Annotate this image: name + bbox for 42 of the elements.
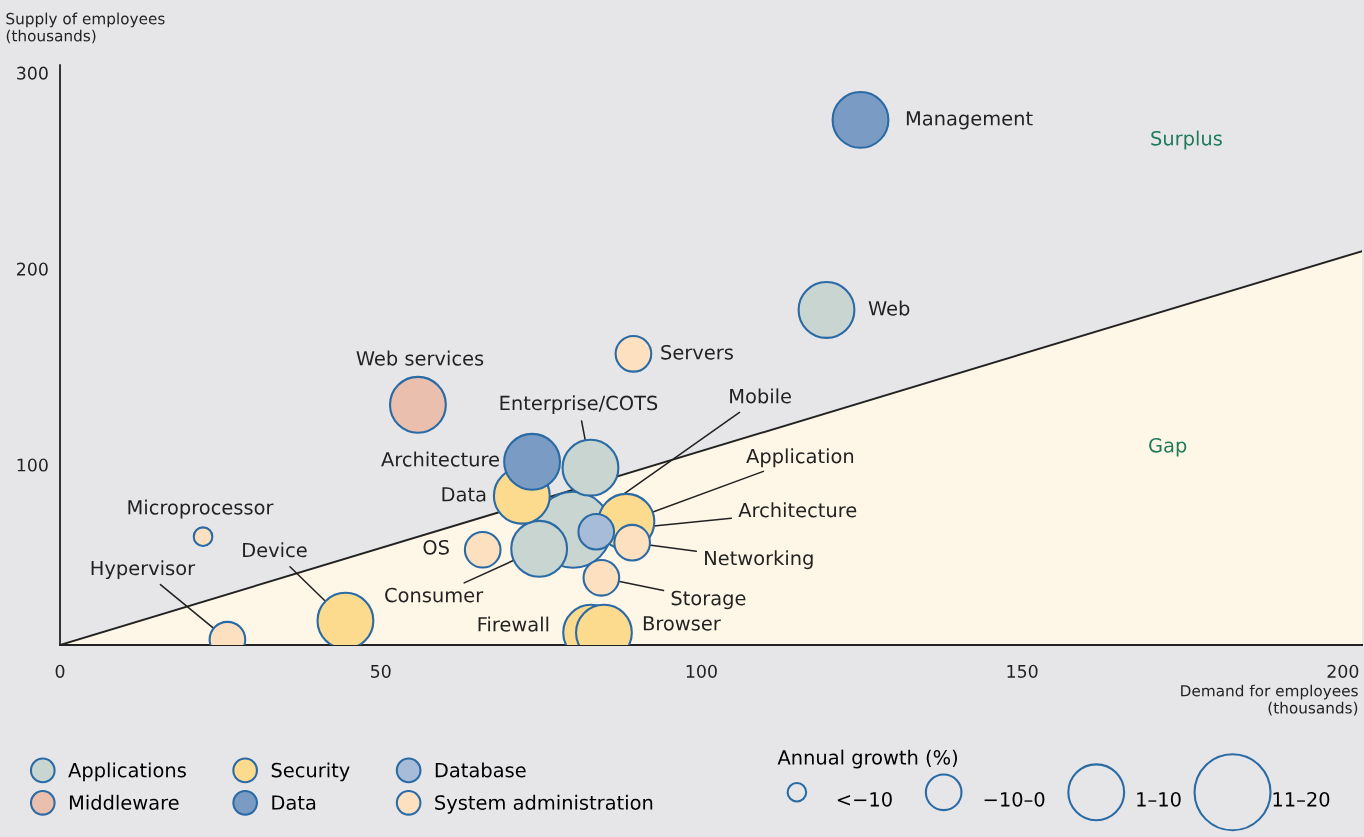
y-tick-label: 200 [17,262,48,276]
y-axis-title: Supply of employees (thousands) [6,12,165,44]
annotation: Application [746,448,854,468]
x-tick-label: 200 [1327,664,1359,678]
annotation: Gap [1149,437,1187,457]
annotation: Enterprise/COTS [500,395,658,415]
y-tick-label: 100 [17,458,48,472]
legend-label: Data [272,795,316,810]
annotation: Browser [643,616,721,631]
annotation: Hypervisor [91,560,196,580]
annotation: Management [906,111,1033,130]
annotation: Firewall [478,616,549,632]
annotation: Data [442,487,486,502]
annotation: Surplus [1151,130,1222,150]
legend-label: 1–10 [1137,791,1181,807]
annotation: Microprocessor [128,499,274,519]
x-tick-label: 150 [1007,664,1038,678]
annotation: Device [243,542,307,558]
legend-label: −10–0 [984,791,1045,807]
legend-label: Database [435,762,526,778]
annotation: Servers [661,344,733,360]
annotation: OS [423,539,449,555]
legend-label: System administration [435,794,653,814]
annotation: Architecture [738,502,857,518]
annotation: Networking [705,550,813,570]
legend-label: <−10 [837,791,892,807]
annotation: Consumer [385,587,484,603]
legend-label: 11–20 [1273,791,1330,807]
x-tick-label: 50 [371,664,391,678]
annotation: Web services [356,350,484,366]
annotation: Architecture [381,451,499,467]
annotation: Storage [671,590,746,610]
x-tick-label: 0 [55,664,65,678]
legend-label: Middleware [69,794,179,810]
x-tick-label: 100 [686,664,717,678]
y-tick-label: 300 [17,66,48,80]
legend-label: Security [271,762,350,782]
x-axis-title: Demand for employees (thousands) [1181,684,1358,716]
legend-label: Applications [68,762,186,782]
annotation: Web [868,300,910,316]
annotation: Mobile [730,388,791,404]
legend-title: Annual growth (%) [777,749,958,769]
